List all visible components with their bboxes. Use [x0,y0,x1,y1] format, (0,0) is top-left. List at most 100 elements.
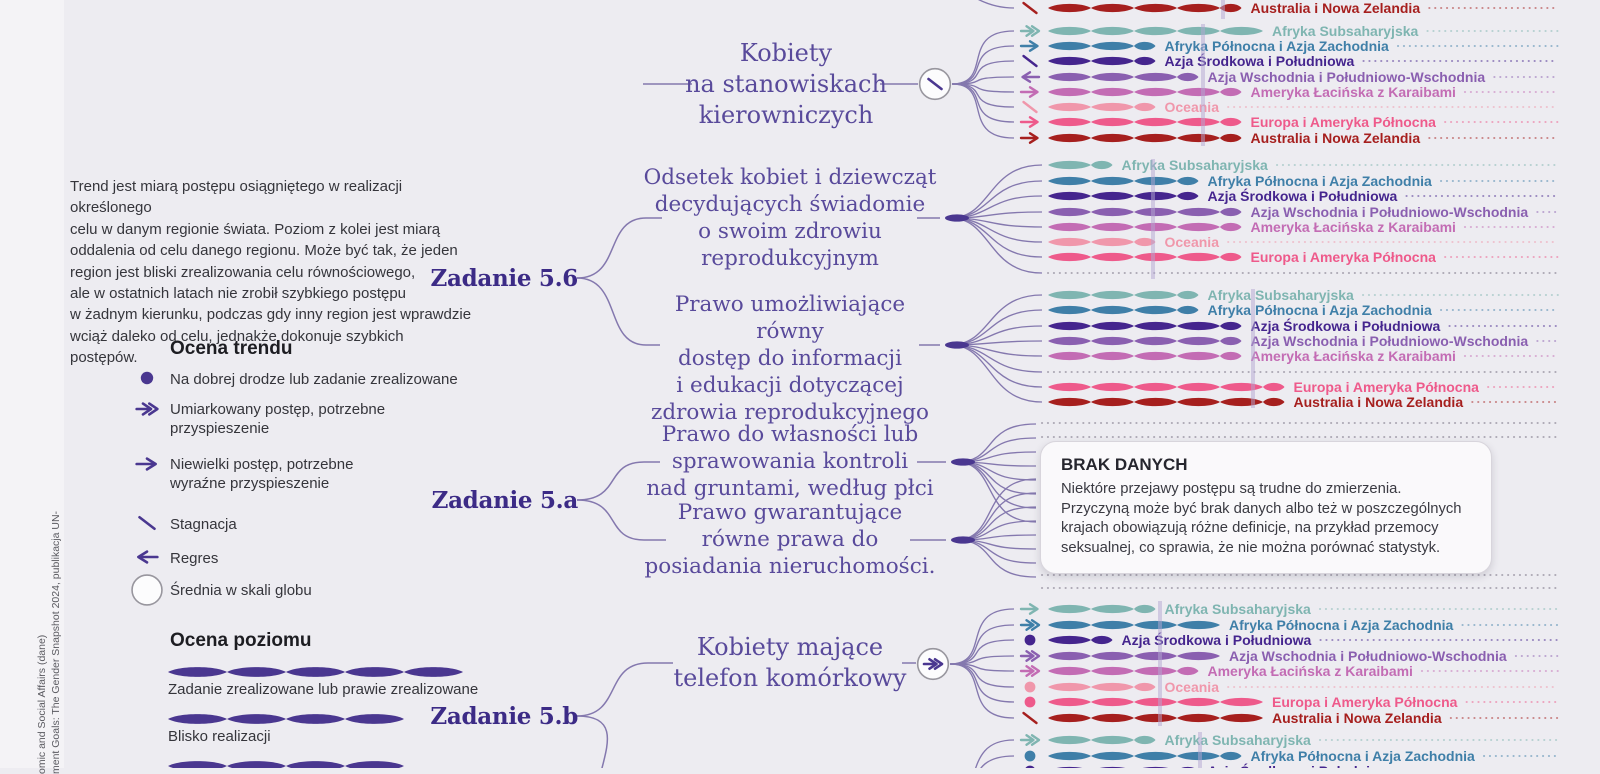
region-label: Ameryka Łacińska z Karaibami [1208,663,1413,679]
level-bead-chain [1048,207,1242,217]
trend-icon-on-track [1024,634,1036,646]
task-brace [576,277,647,346]
trend-icon-moderate [1019,734,1041,746]
fan-line [955,461,1037,495]
fan-hub [951,536,975,544]
task-label-5-b: Zadanie 5.b [430,703,578,730]
trend-icon-regress [137,550,159,564]
legend-level-chain [168,761,404,768]
level-bead-chain [1048,351,1242,361]
level-bead-chain [1048,290,1199,300]
region-label: Azja Środkowa i Południowa [1165,52,1355,69]
region-label: Oceania [1165,234,1220,250]
level-bead-chain [1048,222,1242,232]
level-bead-chain [1048,252,1242,262]
trend-icon-moderate [1019,619,1041,631]
task-label-5-a: Zadanie 5.a [431,487,579,514]
level-bead-chain [1048,620,1220,630]
trend-icon-slight [1019,40,1039,52]
level-bead-chain [1048,697,1263,707]
fan-line [955,539,1037,564]
trend-icon-moderate [1019,25,1041,37]
region-label: Ameryka Łacińska z Karaibami [1251,84,1456,100]
region-label: Afryka Subsaharyjska [1272,23,1419,39]
region-label: Australia i Nowa Zelandia [1272,710,1442,726]
legend-item-stagnation: Stagnacja [170,516,237,533]
fan-hub [945,214,969,222]
task-brace [576,662,649,717]
legend-trend-title: Ocena trendu [170,338,293,359]
fan-line [949,217,1043,243]
region-label: Afryka Subsaharyjska [1122,157,1269,173]
region-label: Afryka Subsaharyjska [1165,601,1312,617]
fan-line [978,0,1015,9]
trend-icon-regress [1021,71,1041,83]
trend-icon-global-average [131,574,163,606]
trend-icon-on-track [1024,750,1036,762]
intro-paragraph: Trend jest miarą postępu osiągniętego w … [70,178,472,367]
legend-item-global-average: Średnia w skali globu [170,582,312,599]
region-label: Afryka Północna i Azja Zachodnia [1165,38,1390,54]
source-note-line1: ment Goals: The Gender Snapshot 2024, pu… [50,510,62,774]
trend-icon-stagnation [927,77,943,91]
legend-level-label-close: Blisko realizacji [168,728,271,745]
indicator-property-law: Prawo gwarantujące równe prawa do posiad… [644,500,936,579]
trend-icon-on-track [1024,696,1036,708]
no-data-text: Niektóre przejawy postępu są trudne do z… [1061,481,1462,556]
region-label: Ameryka Łacińska z Karaibami [1251,219,1456,235]
region-label: Oceania [1165,99,1220,115]
task-brace [576,499,645,541]
trend-icon-on-track [1024,681,1036,693]
trend-icon-stagnation [1022,711,1038,725]
region-label: Afryka Północna i Azja Zachodnia [1208,302,1433,318]
level-bead-chain [1048,666,1199,676]
fan-line [949,663,1015,719]
region-label: Azja Wschodnia i Południowo-Wschodnia [1208,69,1486,85]
region-label: Azja Środkowa i Południowa [1251,317,1441,334]
region-label: Afryka Subsaharyjska [1165,732,1312,748]
fan-line [949,344,1043,373]
level-bead-chain [1048,176,1199,186]
legend-level-label-achieved: Zadanie zrealizowane lub prawie zrealizo… [168,681,479,698]
legend-item-moderate: Umiarkowany postęp, potrzebne przyspiesz… [170,401,386,437]
fan-line [949,663,1015,688]
trend-icon-slight [1019,86,1039,98]
indicator-women-managerial: Kobiety na stanowiskach kierowniczych [685,39,887,129]
region-label: Europa i Ameryka Północna [1272,694,1458,710]
region-label: Azja Wschodnia i Południowo-Wschodnia [1229,648,1507,664]
level-bead-chain [1048,604,1156,614]
left-margin-strip [0,0,64,768]
indicator-land-rights: Prawo do własności lub sprawowania kontr… [646,422,934,501]
level-bead-chain [1048,160,1113,170]
fan-line [949,294,1043,346]
legend-item-slight: Niewielki postęp, potrzebne wyraźne przy… [170,456,354,492]
level-bead-chain [1048,635,1113,645]
region-label: Europa i Ameryka Północna [1294,379,1480,395]
region-label: Oceania [1165,679,1220,695]
region-label: Europa i Ameryka Północna [1251,114,1437,130]
region-label: Afryka Subsaharyjska [1208,287,1355,303]
trend-icon-moderate [1019,650,1041,662]
trend-icon-moderate [922,658,944,670]
indicator-reproductive-law: Prawo umożliwiające równy dostęp do info… [651,292,929,425]
source-note-line2: omic and Social Affairs (dane) [36,634,48,774]
level-bead-chain [1048,237,1156,247]
level-bead-chain [1048,26,1263,36]
region-label: Afryka Północna i Azja Zachodnia [1229,617,1454,633]
region-label: Afryka Północna i Azja Zachodnia [1251,748,1476,764]
fan-line [949,608,1015,665]
fan-line [951,45,1015,85]
trend-icon-slight [135,457,157,471]
region-label: Ameryka Łacińska z Karaibami [1251,348,1456,364]
region-label: Azja Wschodnia i Południowo-Wschodnia [1251,333,1529,349]
fan-line [949,344,1043,403]
level-bead-chain [1048,382,1285,392]
region-label: Azja Środkowa i Południowa [1122,631,1312,648]
fan-line [951,83,1015,139]
no-data-title: BRAK DANYCH [1061,455,1188,474]
level-bead-chain [1048,87,1242,97]
trend-icon-moderate [1019,665,1041,677]
level-bead-chain [1048,735,1156,745]
